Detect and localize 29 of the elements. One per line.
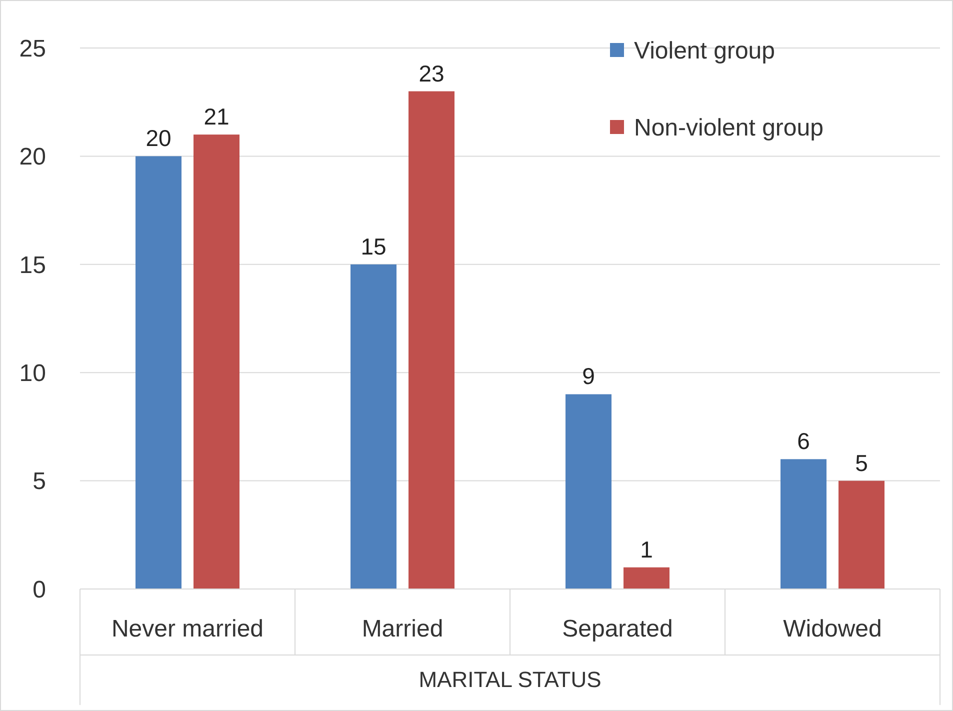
x-tick-label: Widowed xyxy=(783,615,882,642)
bar xyxy=(136,156,182,589)
y-tick-label: 20 xyxy=(19,144,46,171)
y-tick-label: 5 xyxy=(32,468,46,496)
y-tick-label: 0 xyxy=(32,576,46,604)
bar xyxy=(780,459,826,589)
y-tick-label: 15 xyxy=(19,252,46,279)
data-label: 5 xyxy=(855,450,868,476)
bar xyxy=(194,134,240,589)
bar xyxy=(350,264,396,589)
x-tick-label: Never married xyxy=(111,615,264,642)
bar xyxy=(838,480,884,589)
data-label: 15 xyxy=(360,233,386,260)
x-tick-label: Married xyxy=(362,615,444,642)
data-label: 1 xyxy=(640,536,653,562)
data-label: 23 xyxy=(418,60,444,86)
data-label: 6 xyxy=(797,428,810,454)
legend-label: Violent group xyxy=(634,37,775,64)
bar xyxy=(624,567,670,589)
y-tick-label: 25 xyxy=(19,35,46,62)
bar xyxy=(408,91,454,589)
data-label: 20 xyxy=(146,125,172,152)
y-tick-label: 10 xyxy=(19,360,46,387)
bar xyxy=(566,394,612,589)
data-label: 9 xyxy=(582,363,595,390)
data-label: 21 xyxy=(204,104,230,130)
x-axis-title: MARITAL STATUS xyxy=(418,667,602,692)
legend-label: Non-violent group xyxy=(634,114,824,142)
x-tick-label: Separated xyxy=(562,615,673,642)
